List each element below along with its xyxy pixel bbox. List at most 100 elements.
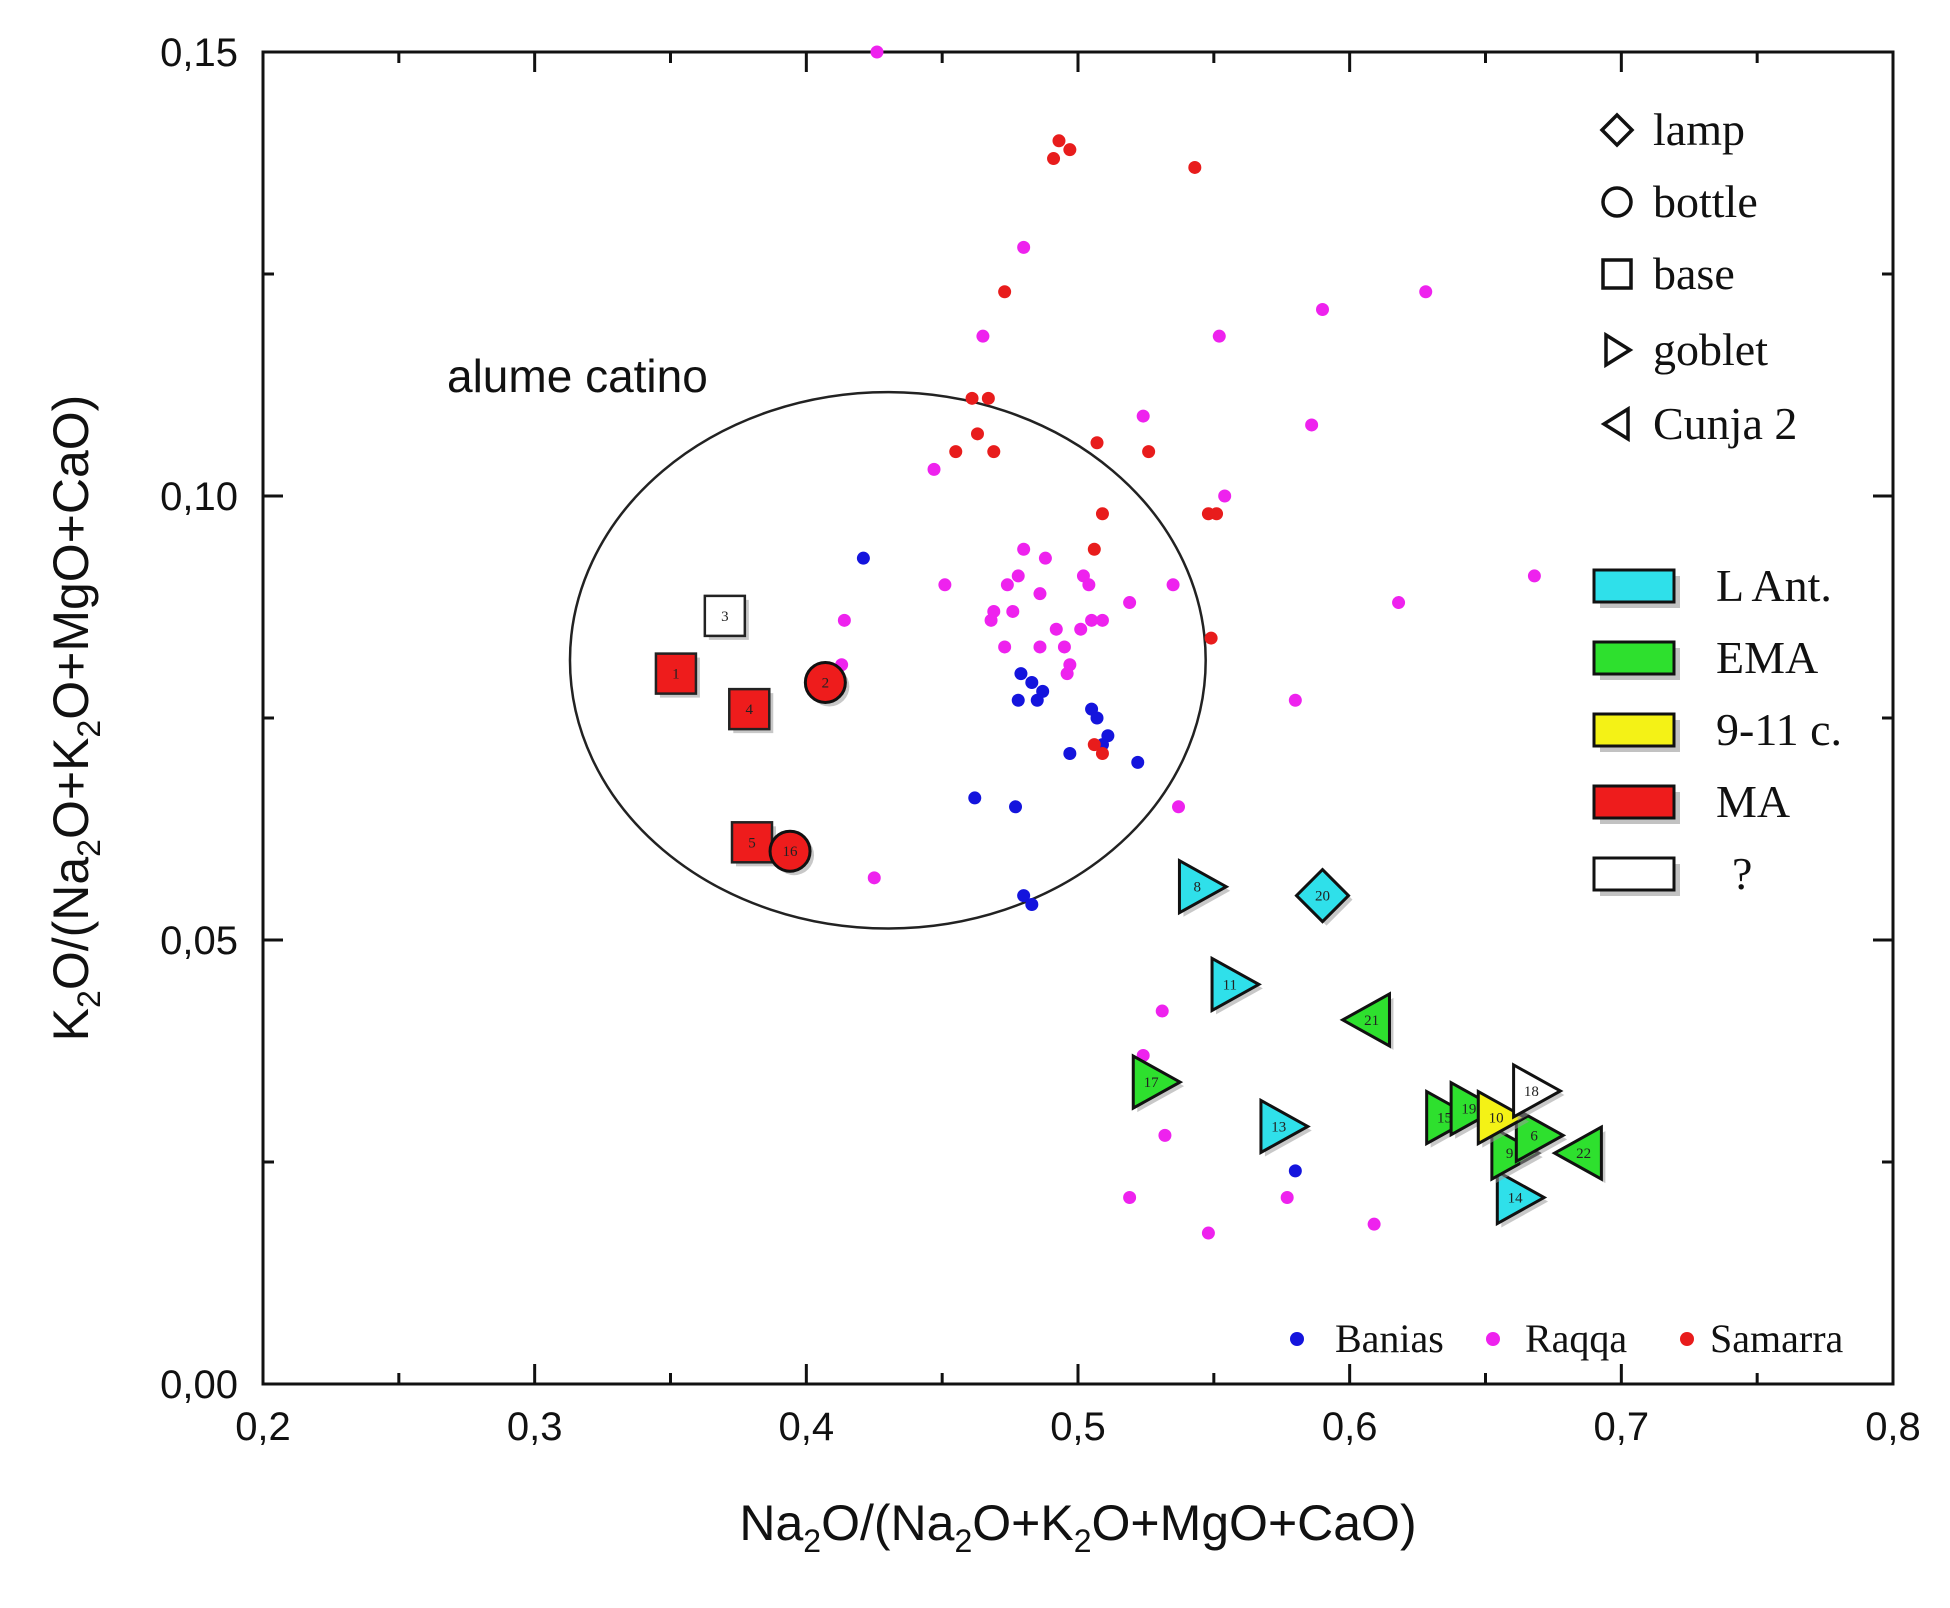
point-raqqa xyxy=(1288,693,1302,707)
y-axis-label: K2O/(Na2O+K2O+MgO+CaO) xyxy=(43,395,107,1042)
sample-marker-2: 2 xyxy=(803,660,850,707)
triangle-left-marker xyxy=(1551,1124,1603,1182)
sample-label: 8 xyxy=(1194,880,1202,896)
point-raqqa xyxy=(984,613,998,627)
sample-marker-20: 20 xyxy=(1294,867,1353,926)
point-raqqa xyxy=(1419,285,1433,299)
point-samarra xyxy=(1087,542,1101,556)
point-banias xyxy=(1011,693,1025,707)
point-samarra xyxy=(981,391,995,405)
sample-label: 14 xyxy=(1508,1191,1524,1207)
point-samarra xyxy=(1090,436,1104,450)
point-samarra xyxy=(1188,160,1202,174)
x-axis-label: Na2O/(Na2O+K2O+MgO+CaO) xyxy=(739,1495,1416,1559)
legend-ref-label: Banias xyxy=(1335,1316,1444,1361)
point-samarra xyxy=(1052,134,1066,148)
sample-marker-8: 8 xyxy=(1177,858,1231,917)
sample-marker-5: 5 xyxy=(730,821,776,867)
legend-color-label: 9-11 c. xyxy=(1716,704,1842,755)
sample-marker-10: 10 xyxy=(1476,1089,1530,1148)
point-raqqa xyxy=(1155,1004,1169,1018)
legend-diamond-icon xyxy=(1599,112,1635,148)
triangle-right-marker xyxy=(1514,1106,1567,1164)
legend-shape-label: goblet xyxy=(1653,324,1768,375)
point-raqqa xyxy=(1316,303,1329,317)
sample-label: 2 xyxy=(822,675,830,691)
point-samarra xyxy=(1047,152,1061,166)
legend-ref-label: Raqqa xyxy=(1525,1316,1627,1361)
point-raqqa xyxy=(1017,542,1031,556)
point-banias xyxy=(856,551,870,565)
point-samarra xyxy=(987,445,1001,459)
legend-dot-raqqa xyxy=(1486,1332,1500,1346)
point-raqqa xyxy=(1033,640,1047,654)
sample-label: 15 xyxy=(1437,1111,1452,1127)
y-tick-label: 0,10 xyxy=(160,475,238,519)
sample-label: 3 xyxy=(721,609,729,625)
legend-square-icon xyxy=(1601,258,1633,290)
x-tick-labels: 0,2 0,3 0,4 0,5 0,6 0,7 0,8 xyxy=(235,1405,1921,1449)
reference-legend: Banias Raqqa Samarra xyxy=(1290,1316,1844,1361)
sample-marker-3: 3 xyxy=(703,594,749,640)
point-banias xyxy=(1090,711,1104,725)
y-tick-label: 0,15 xyxy=(160,31,238,75)
legend-color-swatch xyxy=(1592,712,1676,748)
circle-marker xyxy=(803,660,847,704)
point-raqqa xyxy=(1017,240,1031,254)
reference-points xyxy=(835,45,1541,1240)
legend-color-label: MA xyxy=(1716,776,1790,827)
sample-marker-6: 6 xyxy=(1514,1106,1568,1166)
circle-marker xyxy=(768,829,812,873)
point-raqqa xyxy=(1123,596,1137,610)
point-raqqa xyxy=(927,462,941,476)
triangle-right-marker xyxy=(1476,1089,1529,1147)
legend-shape-label: Cunja 2 xyxy=(1653,398,1797,449)
x-tick-label: 0,4 xyxy=(779,1405,835,1449)
legend-color-label: EMA xyxy=(1716,632,1818,683)
square-marker xyxy=(654,652,698,695)
point-raqqa xyxy=(1033,587,1047,601)
sample-label: 18 xyxy=(1524,1084,1539,1100)
point-raqqa xyxy=(998,640,1012,654)
x-tick-label: 0,2 xyxy=(235,1405,291,1449)
point-raqqa xyxy=(837,613,851,627)
legend-shape-label: bottle xyxy=(1653,176,1758,227)
x-tick-label: 0,5 xyxy=(1050,1405,1106,1449)
legend-dot-banias xyxy=(1290,1332,1304,1346)
legend-shape-label: base xyxy=(1653,248,1735,299)
x-tick-label: 0,6 xyxy=(1322,1405,1378,1449)
point-samarra xyxy=(1142,445,1156,459)
square-marker xyxy=(730,821,774,864)
point-raqqa xyxy=(1392,596,1406,610)
diamond-marker xyxy=(1294,867,1351,924)
point-raqqa xyxy=(1305,418,1319,432)
legend-ref-label: Samarra xyxy=(1710,1316,1844,1361)
sample-label: 1 xyxy=(672,667,680,683)
triangle-left-marker xyxy=(1339,991,1391,1049)
point-raqqa xyxy=(1212,329,1226,343)
triangle-right-marker xyxy=(1177,858,1230,916)
point-raqqa xyxy=(1527,569,1541,583)
legend-color-swatch xyxy=(1592,784,1676,820)
point-raqqa xyxy=(1006,604,1020,618)
point-raqqa xyxy=(1367,1217,1381,1231)
point-samarra xyxy=(1095,747,1109,761)
x-tick-label: 0,8 xyxy=(1865,1405,1921,1449)
legend-color-swatch xyxy=(1592,640,1676,676)
point-raqqa xyxy=(1166,578,1180,592)
sample-marker-17: 17 xyxy=(1131,1053,1185,1113)
square-marker xyxy=(703,594,747,638)
point-raqqa xyxy=(976,329,990,343)
triangle-right-marker xyxy=(1210,955,1262,1013)
alume-catino-label: alume catino xyxy=(447,350,708,402)
point-raqqa xyxy=(1280,1191,1294,1205)
point-samarra xyxy=(1095,507,1109,521)
triangle-right-marker xyxy=(1512,1062,1564,1120)
sample-marker-4: 4 xyxy=(728,687,774,734)
shape-legend: lamp bottle base goblet Cunja 2 xyxy=(1599,104,1797,449)
y-tick-labels: 0,00 0,05 0,10 0,15 xyxy=(160,31,238,1407)
sample-marker-14: 14 xyxy=(1495,1168,1549,1228)
legend-circle-icon xyxy=(1601,186,1633,218)
point-banias xyxy=(1009,800,1023,814)
point-samarra xyxy=(965,391,979,405)
